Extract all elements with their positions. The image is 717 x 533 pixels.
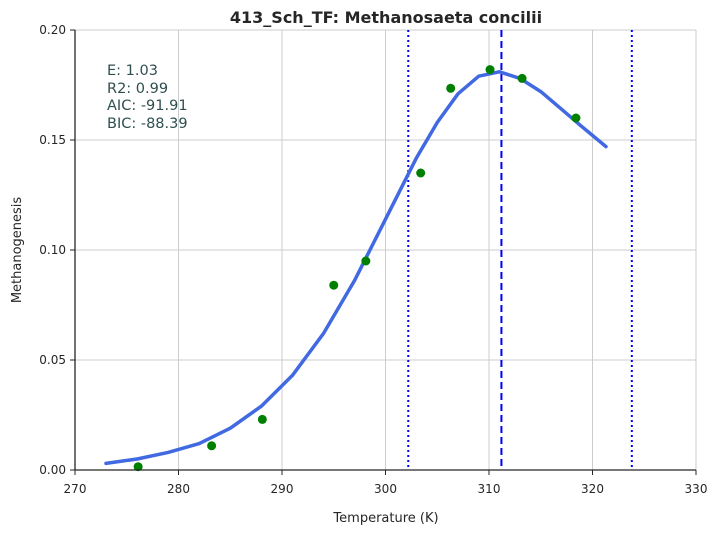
data-point — [416, 168, 426, 178]
y-tick-labels: 0.00 0.05 0.10 0.15 0.20 — [39, 23, 75, 477]
x-tick-label: 330 — [685, 482, 708, 496]
x-tick-label: 280 — [167, 482, 190, 496]
data-point — [361, 256, 371, 266]
data-point — [446, 83, 456, 93]
data-point — [257, 414, 267, 424]
data-point — [517, 73, 527, 83]
stat-r2: R2: 0.99 — [107, 81, 168, 97]
fit-curve — [104, 70, 608, 466]
y-tick-label: 0.20 — [39, 23, 66, 37]
x-tick-label: 320 — [581, 482, 604, 496]
x-tick-labels: 270 280 290 300 310 320 330 — [64, 470, 708, 496]
x-axis-label: Temperature (K) — [332, 511, 438, 526]
y-axis-label: Methanogenesis — [10, 197, 25, 304]
y-tick-label: 0.05 — [39, 353, 66, 367]
fit-curve-group — [104, 70, 608, 466]
stat-bic: BIC: -88.39 — [107, 116, 188, 132]
x-tick-label: 310 — [478, 482, 501, 496]
stat-e: E: 1.03 — [107, 63, 158, 79]
fit-statistics: E: 1.03 R2: 0.99 AIC: -91.91 BIC: -88.39 — [107, 63, 188, 132]
y-tick-label: 0.15 — [39, 133, 66, 147]
x-tick-label: 290 — [271, 482, 294, 496]
data-points — [133, 65, 581, 472]
data-point — [571, 113, 581, 123]
x-tick-label: 300 — [374, 482, 397, 496]
reference-lines — [407, 30, 633, 470]
data-point — [329, 280, 339, 290]
x-tick-label: 270 — [64, 482, 87, 496]
stat-aic: AIC: -91.91 — [107, 98, 188, 114]
y-tick-label: 0.00 — [39, 463, 66, 477]
grid — [74, 29, 697, 471]
data-point — [485, 65, 495, 75]
data-point — [133, 462, 143, 472]
chart-title: 413_Sch_TF: Methanosaeta concilii — [230, 8, 542, 27]
y-tick-label: 0.10 — [39, 243, 66, 257]
data-point — [207, 441, 217, 451]
